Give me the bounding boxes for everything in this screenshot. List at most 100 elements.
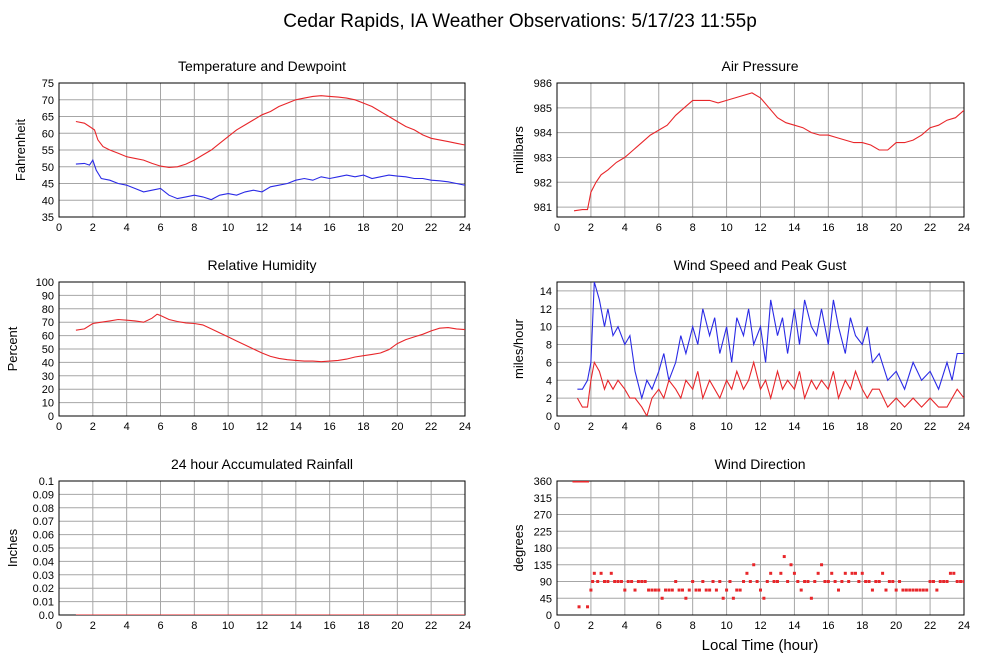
winddir-y-tick-label: 225 bbox=[534, 526, 552, 538]
rain-x-tick-label: 0 bbox=[56, 620, 62, 632]
temp-x-tick-label: 14 bbox=[290, 222, 302, 234]
rain-x-tick-label: 16 bbox=[324, 620, 336, 632]
wind-y-tick-label: 8 bbox=[546, 340, 552, 352]
winddir-x-tick-label: 0 bbox=[554, 620, 560, 632]
wind-y-tick-label: 12 bbox=[540, 304, 552, 316]
winddir-point bbox=[633, 588, 637, 592]
winddir-x-tick-label: 22 bbox=[924, 620, 936, 632]
winddir-point bbox=[609, 571, 613, 575]
wind-x-tick-label: 16 bbox=[822, 421, 834, 433]
wind-y-tick-label: 10 bbox=[540, 322, 552, 334]
rain-y-tick-label: 0.04 bbox=[33, 556, 54, 568]
rain-x-tick-label: 22 bbox=[425, 620, 437, 632]
winddir-point bbox=[945, 580, 949, 583]
wind-y-tick-label: 0 bbox=[546, 411, 552, 423]
winddir-point bbox=[660, 596, 664, 600]
winddir-point bbox=[877, 580, 881, 583]
rh-y-tick-label: 60 bbox=[42, 331, 54, 343]
winddir-x-tick-label: 6 bbox=[656, 620, 662, 632]
temp-x-tick-label: 18 bbox=[357, 222, 369, 234]
pressure-x-tick-label: 2 bbox=[588, 222, 594, 234]
winddir-point bbox=[918, 588, 922, 592]
temp-x-tick-label: 24 bbox=[459, 222, 471, 234]
winddir-point bbox=[697, 588, 701, 592]
winddir-point bbox=[847, 580, 851, 583]
winddir-point bbox=[674, 580, 678, 583]
temp-y-tick-label: 40 bbox=[42, 195, 54, 207]
winddir-point bbox=[772, 580, 776, 583]
winddir-point bbox=[653, 588, 657, 592]
winddir-point bbox=[640, 580, 644, 583]
winddir-point bbox=[928, 580, 932, 583]
winddir-point bbox=[613, 580, 617, 583]
winddir-point bbox=[799, 588, 803, 592]
rain-y-tick-label: 0.0 bbox=[39, 610, 54, 622]
rh-y-tick-label: 20 bbox=[42, 384, 54, 396]
temp-x-tick-label: 12 bbox=[256, 222, 268, 234]
winddir-point bbox=[962, 580, 964, 583]
rain-x-tick-label: 14 bbox=[290, 620, 302, 632]
winddir-point bbox=[630, 580, 634, 583]
rain-y-tick-label: 0.06 bbox=[33, 530, 54, 542]
pressure-y-tick-label: 983 bbox=[534, 152, 552, 164]
winddir-point bbox=[925, 588, 929, 592]
rain-x-tick-label: 6 bbox=[157, 620, 163, 632]
winddir-point bbox=[755, 580, 759, 583]
rh-y-tick-label: 70 bbox=[42, 317, 54, 329]
temp-y-tick-label: 65 bbox=[42, 112, 54, 124]
temp-y-tick-label: 70 bbox=[42, 95, 54, 107]
winddir-point bbox=[606, 580, 610, 583]
rain-y-axis-label: Inches bbox=[5, 528, 20, 567]
winddir-point bbox=[864, 580, 868, 583]
temp-x-tick-label: 16 bbox=[324, 222, 336, 234]
wind-x-tick-label: 0 bbox=[554, 421, 560, 433]
rh-plot-frame bbox=[58, 281, 466, 417]
winddir-point bbox=[765, 580, 769, 583]
winddir-point bbox=[806, 580, 810, 583]
winddir-point bbox=[830, 571, 834, 575]
winddir-x-tick-label: 4 bbox=[622, 620, 628, 632]
winddir-point bbox=[691, 580, 695, 583]
wind-x-tick-label: 14 bbox=[788, 421, 800, 433]
wind-y-tick-label: 6 bbox=[546, 357, 552, 369]
rh-y-tick-label: 40 bbox=[42, 357, 54, 369]
rain-x-tick-label: 24 bbox=[459, 620, 471, 632]
winddir-point bbox=[955, 580, 959, 583]
pressure-x-tick-label: 12 bbox=[754, 222, 766, 234]
pressure-y-tick-label: 985 bbox=[534, 103, 552, 115]
winddir-point bbox=[911, 588, 915, 592]
pressure-x-tick-label: 20 bbox=[890, 222, 902, 234]
winddir-point bbox=[813, 580, 817, 583]
rain-x-tick-label: 2 bbox=[90, 620, 96, 632]
rh-x-tick-label: 8 bbox=[191, 421, 197, 433]
winddir-point bbox=[898, 580, 902, 583]
winddir-series-0 bbox=[572, 481, 964, 609]
pressure-y-tick-label: 981 bbox=[534, 202, 552, 214]
pressure-y-tick-label: 986 bbox=[534, 78, 552, 90]
rh-y-tick-label: 90 bbox=[42, 290, 54, 302]
winddir-point bbox=[833, 580, 837, 583]
rain-y-tick-label: 0.01 bbox=[33, 597, 54, 609]
rh-x-tick-label: 22 bbox=[425, 421, 437, 433]
rh-y-axis-label: Percent bbox=[5, 326, 20, 371]
winddir-title: Wind Direction bbox=[714, 456, 805, 472]
rh-x-tick-label: 2 bbox=[90, 421, 96, 433]
winddir-point bbox=[687, 588, 691, 592]
winddir-x-tick-label: 10 bbox=[720, 620, 732, 632]
winddir-point bbox=[647, 588, 651, 592]
temp-title: Temperature and Dewpoint bbox=[178, 58, 346, 74]
winddir-point bbox=[759, 588, 762, 592]
winddir-point bbox=[853, 571, 857, 575]
winddir-point bbox=[677, 588, 681, 592]
temp-y-tick-label: 60 bbox=[42, 128, 54, 140]
winddir-point bbox=[786, 580, 790, 583]
wind-x-tick-label: 12 bbox=[754, 421, 766, 433]
winddir-point bbox=[748, 580, 752, 583]
rain-x-tick-label: 8 bbox=[191, 620, 197, 632]
rh-x-tick-label: 14 bbox=[290, 421, 302, 433]
winddir-point bbox=[887, 580, 891, 583]
winddir-point bbox=[782, 555, 786, 559]
